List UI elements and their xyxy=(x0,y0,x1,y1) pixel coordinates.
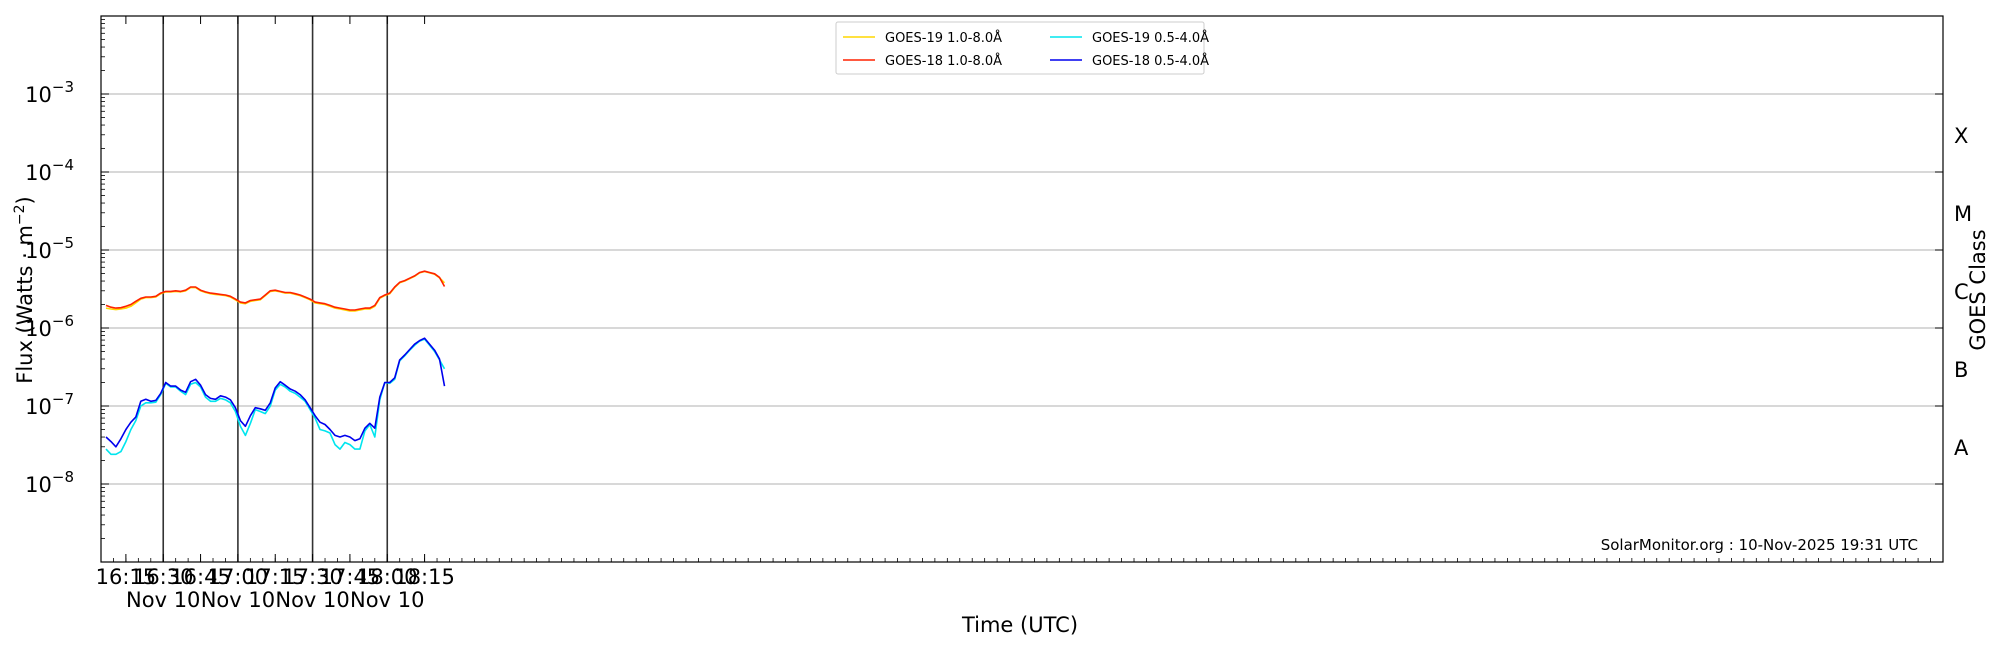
x-tick-date-label: Nov 10 xyxy=(275,588,349,612)
x-tick-date-label: Nov 10 xyxy=(201,588,275,612)
x-tick-label: 16:30 xyxy=(133,565,194,589)
series-line-1 xyxy=(105,270,446,312)
x-tick-date-label: Nov 10 xyxy=(350,588,424,612)
vertical-date-lines xyxy=(162,16,389,562)
legend-label: GOES-19 1.0-8.0Å xyxy=(885,30,1002,46)
legend-label: GOES-18 1.0-8.0Å xyxy=(885,53,1002,69)
series-line-2 xyxy=(105,270,446,311)
x-tick-label: 16:45 xyxy=(170,565,231,589)
x-tick-label: 18:00 xyxy=(357,565,418,589)
x-tick-label: 18:15 xyxy=(394,565,455,589)
legend-label: GOES-19 0.5-4.0Å xyxy=(1092,30,1209,46)
plot-frame xyxy=(100,15,1944,563)
credit-text: SolarMonitor.org : 10-Nov-2025 19:31 UTC xyxy=(1601,536,1918,554)
x-tick-label: 17:45 xyxy=(320,565,381,589)
x-tick-label: 16:15 xyxy=(96,565,157,589)
y-tick-label: 10−7 xyxy=(25,390,74,419)
goes-class-x: X xyxy=(1954,124,1968,148)
y-tick-label: 10−6 xyxy=(25,312,74,341)
goes-class-c: C xyxy=(1954,280,1969,304)
goes-class-b: B xyxy=(1954,358,1968,382)
x-tick-label: 17:00 xyxy=(208,565,269,589)
legend-label: GOES-18 0.5-4.0Å xyxy=(1092,53,1209,69)
goes-class-a: A xyxy=(1954,436,1969,460)
series-line-3 xyxy=(105,338,446,456)
x-tick-label: 17:15 xyxy=(245,565,306,589)
y2-axis-title: GOES Class xyxy=(1966,229,1990,350)
y-axis-title: Flux (Watts · m−2) xyxy=(12,196,37,384)
legend-box xyxy=(835,21,1205,75)
legend: GOES-19 1.0-8.0Å GOES-18 1.0-8.0Å GOES-19 … xyxy=(835,21,1209,75)
goes-class-m: M xyxy=(1954,202,1972,226)
y-tick-label: 10−5 xyxy=(25,234,74,263)
y-tick-label: 10−3 xyxy=(25,78,74,107)
series-line-4 xyxy=(105,337,446,448)
x-tick-label: 17:30 xyxy=(282,565,343,589)
y-tick-label: 10−4 xyxy=(25,156,74,185)
goes-class-labels: A B C M X xyxy=(1954,124,1972,460)
y-axis-ticks: 10−8 10−7 10−6 10−5 10−4 10−3 xyxy=(25,19,1943,539)
series-lines xyxy=(105,270,446,456)
grid-lines xyxy=(101,93,1943,485)
x-axis-title: Time (UTC) xyxy=(961,613,1078,637)
y-tick-label: 10−8 xyxy=(25,468,74,497)
x-tick-date-label: Nov 10 xyxy=(126,588,200,612)
